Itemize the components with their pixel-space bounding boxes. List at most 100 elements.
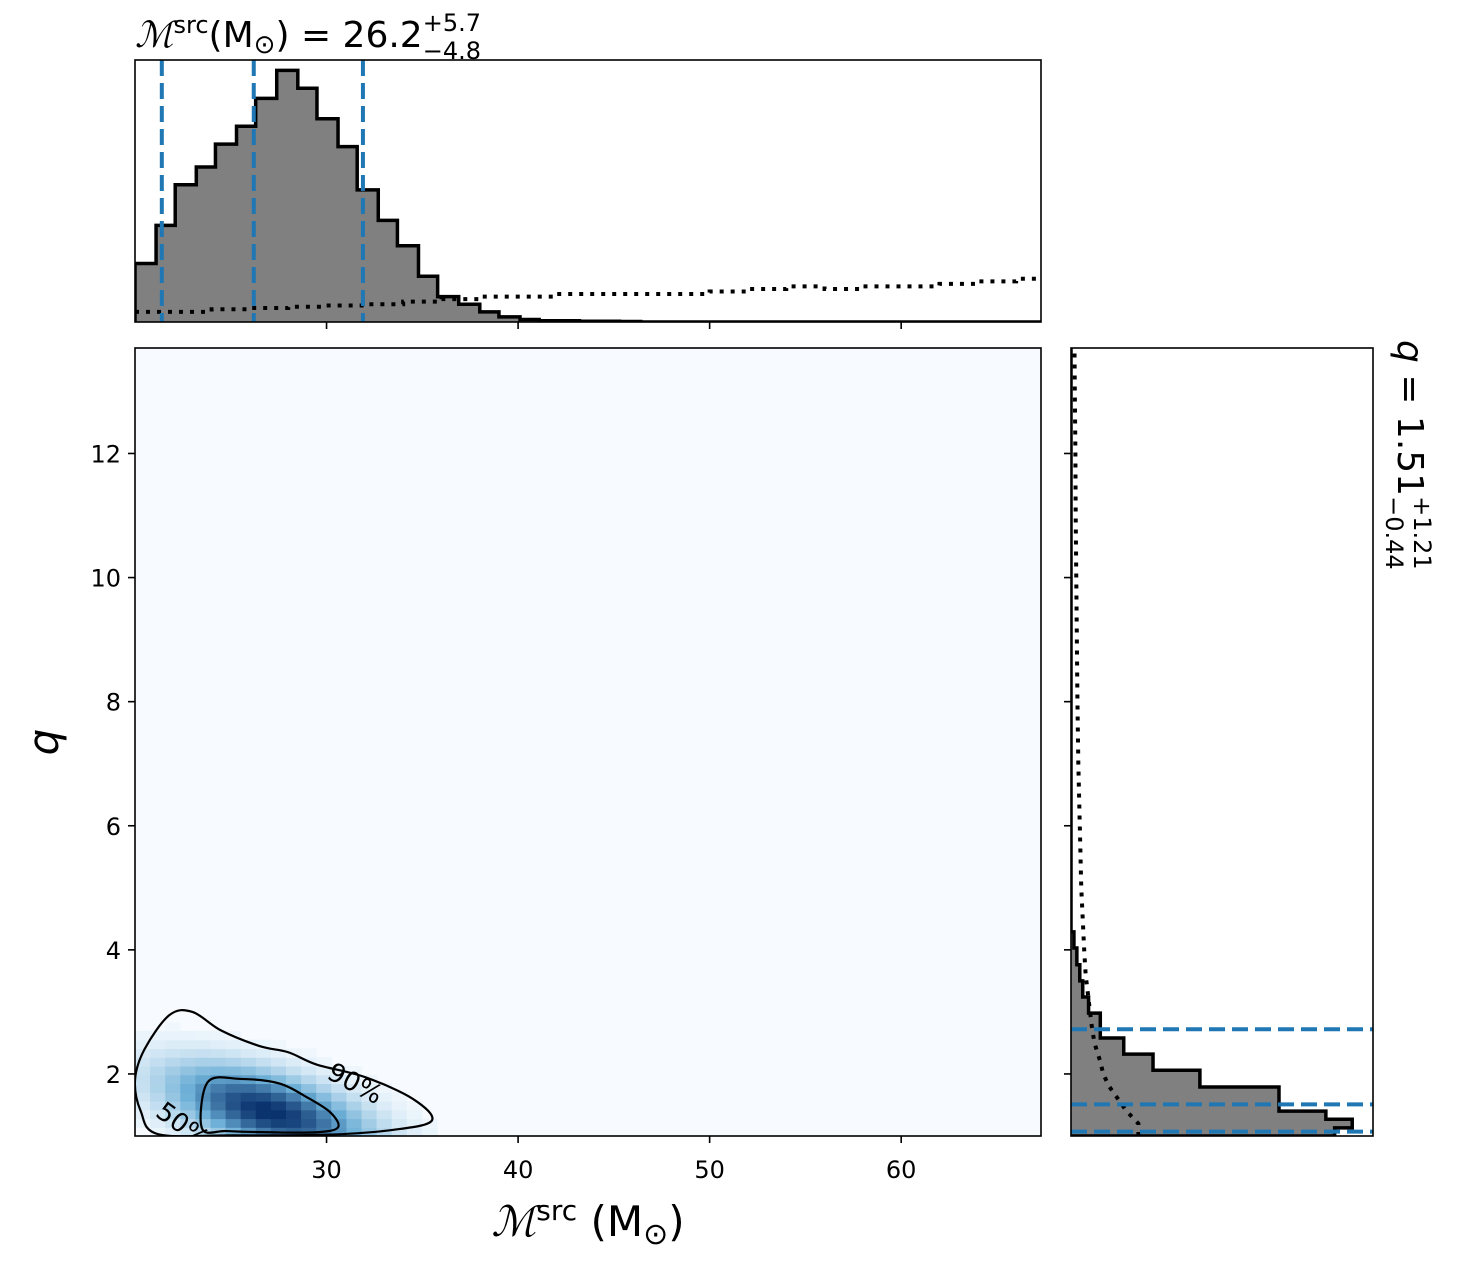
density-cell [180,1127,196,1136]
density-cell [346,1074,363,1085]
density-cell [195,1118,212,1128]
contour-50pct [199,1076,340,1134]
density-cell [240,1039,257,1050]
density-cell [195,1065,212,1076]
density-cell [135,1100,151,1111]
density-cell [180,1074,196,1085]
density-cell [255,1083,272,1093]
density-cell [316,1118,332,1128]
q-marginal-panel [1064,347,1374,1137]
q-title-value: = 1.51 [1389,363,1430,496]
density-cell [255,1118,272,1128]
density-cell [195,1083,212,1093]
density-cell [150,1065,166,1076]
density-cell [286,1083,302,1093]
density-cell [346,1100,363,1111]
density-cell [165,1039,181,1050]
density-cell [240,1065,257,1076]
density-cell [210,1118,227,1128]
density-cell [376,1083,393,1093]
density-cell [210,1083,227,1093]
density-cell [240,1109,257,1120]
y-axis-label: q [19,729,68,756]
density-cell [406,1100,423,1111]
density-cell [165,1100,181,1111]
density-cell [150,1030,166,1041]
density-cell [421,1127,438,1136]
density-cell [225,1039,242,1050]
density-cell [210,1048,227,1058]
density-cell [270,1109,287,1120]
density-cell [165,1127,181,1136]
density-cell [331,1109,347,1120]
density-heatmap [135,1022,438,1136]
density-cell [361,1109,378,1120]
x-axis-label-unit: (M [577,1197,643,1246]
density-cell [270,1074,287,1085]
x-axis-label-sup: src [536,1194,577,1227]
density-background [135,348,1041,1136]
x-axis-label: ℳsrc (M⊙) [491,1194,684,1252]
q-title-symbol: q [1389,340,1430,363]
q-hist-edge [1071,348,1354,1136]
density-cell [210,1074,227,1085]
density-cell [391,1092,408,1102]
density-cell [270,1039,287,1050]
density-cell [135,1039,151,1050]
density-cell [255,1092,272,1102]
density-cell [301,1118,317,1128]
density-cell [255,1039,272,1050]
density-cell [180,1057,196,1067]
density-2d-frame [134,347,1042,1137]
mchirp-prior [135,276,1041,314]
density-cell [286,1048,302,1058]
density-cell [165,1109,181,1120]
density-cell [150,1083,166,1093]
density-cell [225,1048,242,1058]
density-cell [135,1083,151,1093]
density-cell [316,1109,332,1120]
density-cell [240,1048,257,1058]
density-cell [270,1092,287,1102]
y-tick-label: 8 [106,689,121,717]
density-cell [331,1092,347,1102]
density-cell [286,1100,302,1111]
mchirp-marginal-frame [134,59,1042,323]
density-cell [255,1048,272,1058]
density-cell [270,1118,287,1128]
x-tick-label: 50 [694,1156,725,1184]
density-cell [180,1118,196,1128]
density-cell [255,1100,272,1111]
density-cell [150,1109,166,1120]
density-cell [406,1118,423,1128]
density-cell [150,1074,166,1085]
density-cell [286,1074,302,1085]
density-cell [240,1092,257,1102]
density-cell [346,1092,363,1102]
mchirp-title-plus: +5.7 [423,9,481,37]
density-cell [346,1109,363,1120]
density-cell [331,1083,347,1093]
density-cell [210,1030,227,1041]
density-cell [376,1118,393,1128]
x-axis-label-close: ) [668,1197,684,1246]
q-prior [1072,348,1141,1136]
mchirp-title-minus: −4.8 [423,37,481,65]
density-cell [150,1092,166,1102]
density-cell [316,1057,332,1067]
density-cell [255,1065,272,1076]
density-cell [406,1109,423,1120]
density-cell [255,1109,272,1120]
density-cell [210,1039,227,1050]
mchirp-title: ℳsrc(M⊙) = 26.2+5.7 −4.8 [135,9,481,65]
density-cell [225,1065,242,1076]
density-cell [135,1030,151,1041]
density-cell [316,1092,332,1102]
density-cell [286,1065,302,1076]
density-cell [210,1092,227,1102]
density-cell [150,1100,166,1111]
density-cell [225,1100,242,1111]
x-axis-label-unit-sub: ⊙ [643,1217,668,1252]
density-cell [165,1074,181,1085]
